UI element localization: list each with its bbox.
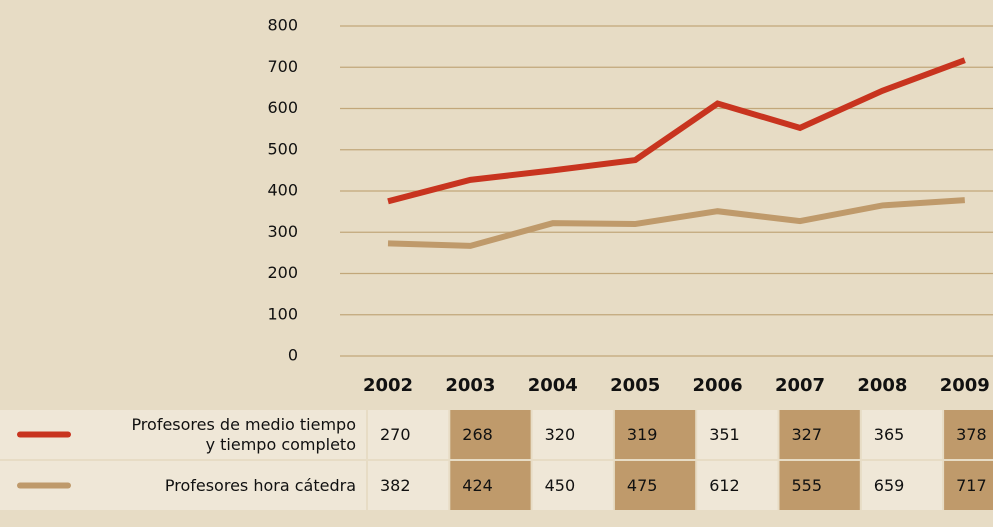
table-cell [614, 461, 696, 510]
table-cell-text: 382 [380, 476, 411, 495]
table-cell [368, 410, 449, 459]
x-tick-label: 2009 [940, 375, 990, 396]
legend-label: Profesores de medio tiempo y tiempo comp… [131, 414, 356, 454]
table-cell [861, 410, 943, 459]
table-cell-text: 365 [874, 425, 905, 444]
table-cell [450, 410, 531, 459]
table-cell [779, 410, 860, 459]
x-tick-label: 2008 [857, 375, 907, 396]
x-tick-label: 2007 [775, 375, 825, 396]
y-tick-label: 500 [267, 139, 298, 158]
table-cell-text: 320 [545, 425, 576, 444]
table-cell-text: 612 [709, 476, 740, 495]
table-cell [779, 461, 860, 510]
table-cell [368, 461, 449, 510]
table-cell [614, 410, 696, 459]
table-cell-text: 450 [545, 476, 576, 495]
legend-label: Profesores hora cátedra [164, 475, 356, 495]
table-cell [450, 461, 531, 510]
y-tick-label: 0 [288, 346, 298, 365]
table-cell [944, 410, 993, 459]
x-tick-label: 2004 [528, 375, 578, 396]
x-tick-label: 2002 [363, 375, 413, 396]
table-cell-text: 424 [462, 476, 493, 495]
table-cell [697, 410, 778, 459]
y-tick-label: 400 [267, 181, 298, 200]
y-tick-label: 600 [267, 98, 298, 117]
table-cell-text: 555 [792, 476, 823, 495]
line-series [387, 197, 965, 249]
table-cell-text: 268 [462, 425, 493, 444]
table-cell [697, 461, 778, 510]
y-tick-label: 300 [267, 222, 298, 241]
table-cell-text: 351 [709, 425, 740, 444]
table-cell-text: 270 [380, 425, 411, 444]
table-cell [944, 461, 993, 510]
y-tick-label: 800 [267, 16, 298, 35]
table-cell [532, 410, 613, 459]
x-tick-label: 2005 [610, 375, 660, 396]
table-cell-text: 378 [956, 425, 987, 444]
x-tick-label: 2006 [693, 375, 743, 396]
table-cell-text: 475 [627, 476, 658, 495]
table-cell [532, 461, 613, 510]
table-cell-text: 659 [874, 476, 905, 495]
y-tick-label: 100 [267, 304, 298, 323]
table-cell-text: 319 [627, 425, 658, 444]
x-tick-label: 2003 [445, 375, 495, 396]
table-cell-text: 327 [792, 425, 823, 444]
table-cell [861, 461, 943, 510]
table-cell-text: 717 [956, 476, 987, 495]
line-series [387, 57, 966, 205]
y-tick-label: 200 [267, 263, 298, 282]
y-tick-label: 700 [267, 57, 298, 76]
